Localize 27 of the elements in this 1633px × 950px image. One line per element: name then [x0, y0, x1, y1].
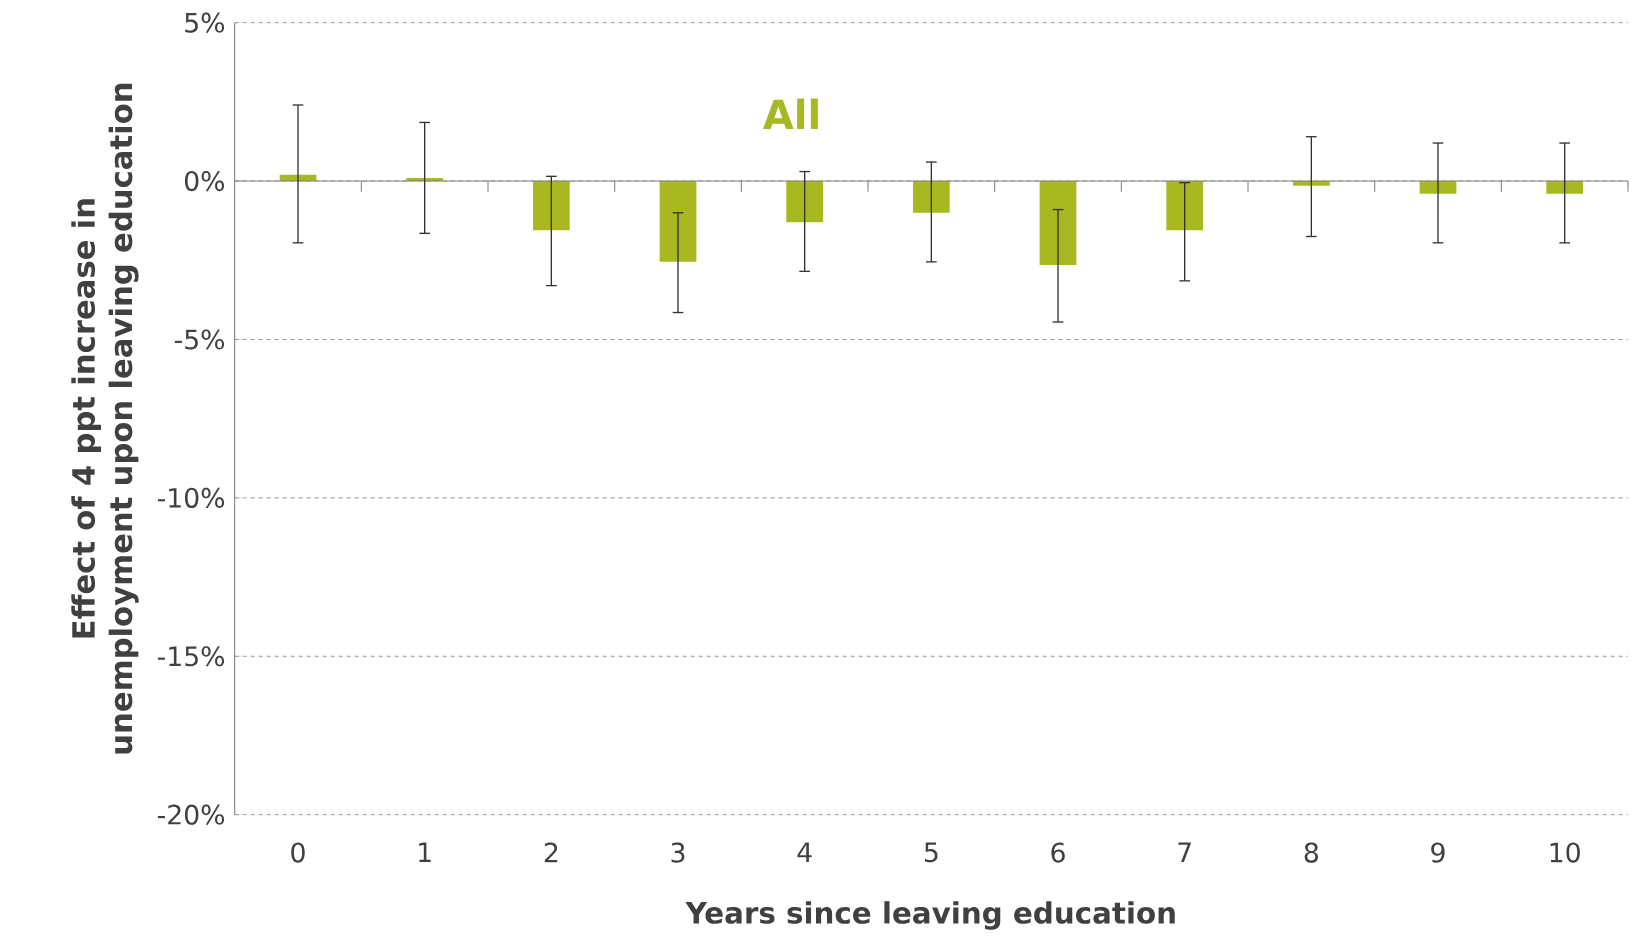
x-tick-label: 2 — [544, 842, 558, 863]
y-tick-label: -20% — [157, 804, 225, 825]
x-tick-label: 4 — [797, 842, 812, 862]
y-tick-label: -5% — [174, 329, 225, 350]
x-tick-label: 8 — [1304, 842, 1318, 863]
bar — [1546, 181, 1584, 194]
x-tick-label: 6 — [1051, 842, 1065, 863]
x-tick-label: 9 — [1431, 842, 1445, 863]
bar — [1039, 181, 1077, 266]
bar — [1166, 181, 1204, 231]
annotation: All — [763, 98, 818, 129]
x-tick-label: 7 — [1178, 842, 1191, 862]
y-tick-label: 0% — [184, 170, 225, 192]
bar — [912, 181, 950, 213]
x-tick-label: 3 — [671, 842, 685, 863]
x-tick-label: 1 — [419, 842, 431, 862]
y-axis-title: Effect of 4 ppt increase in unemployment upon leaving education — [71, 83, 139, 754]
y-tick-label: 5% — [185, 12, 225, 33]
x-tick-label: 10 — [1550, 842, 1580, 863]
x-tick-label: 0 — [291, 842, 305, 863]
y-tick-label: -15% — [157, 646, 225, 667]
x-axis-title: Years since leaving education — [685, 901, 1175, 930]
bar — [532, 181, 570, 231]
bar — [659, 181, 697, 262]
x-tick-label: 5 — [924, 842, 938, 863]
y-tick-label: -10% — [157, 487, 225, 508]
bar — [786, 181, 824, 223]
